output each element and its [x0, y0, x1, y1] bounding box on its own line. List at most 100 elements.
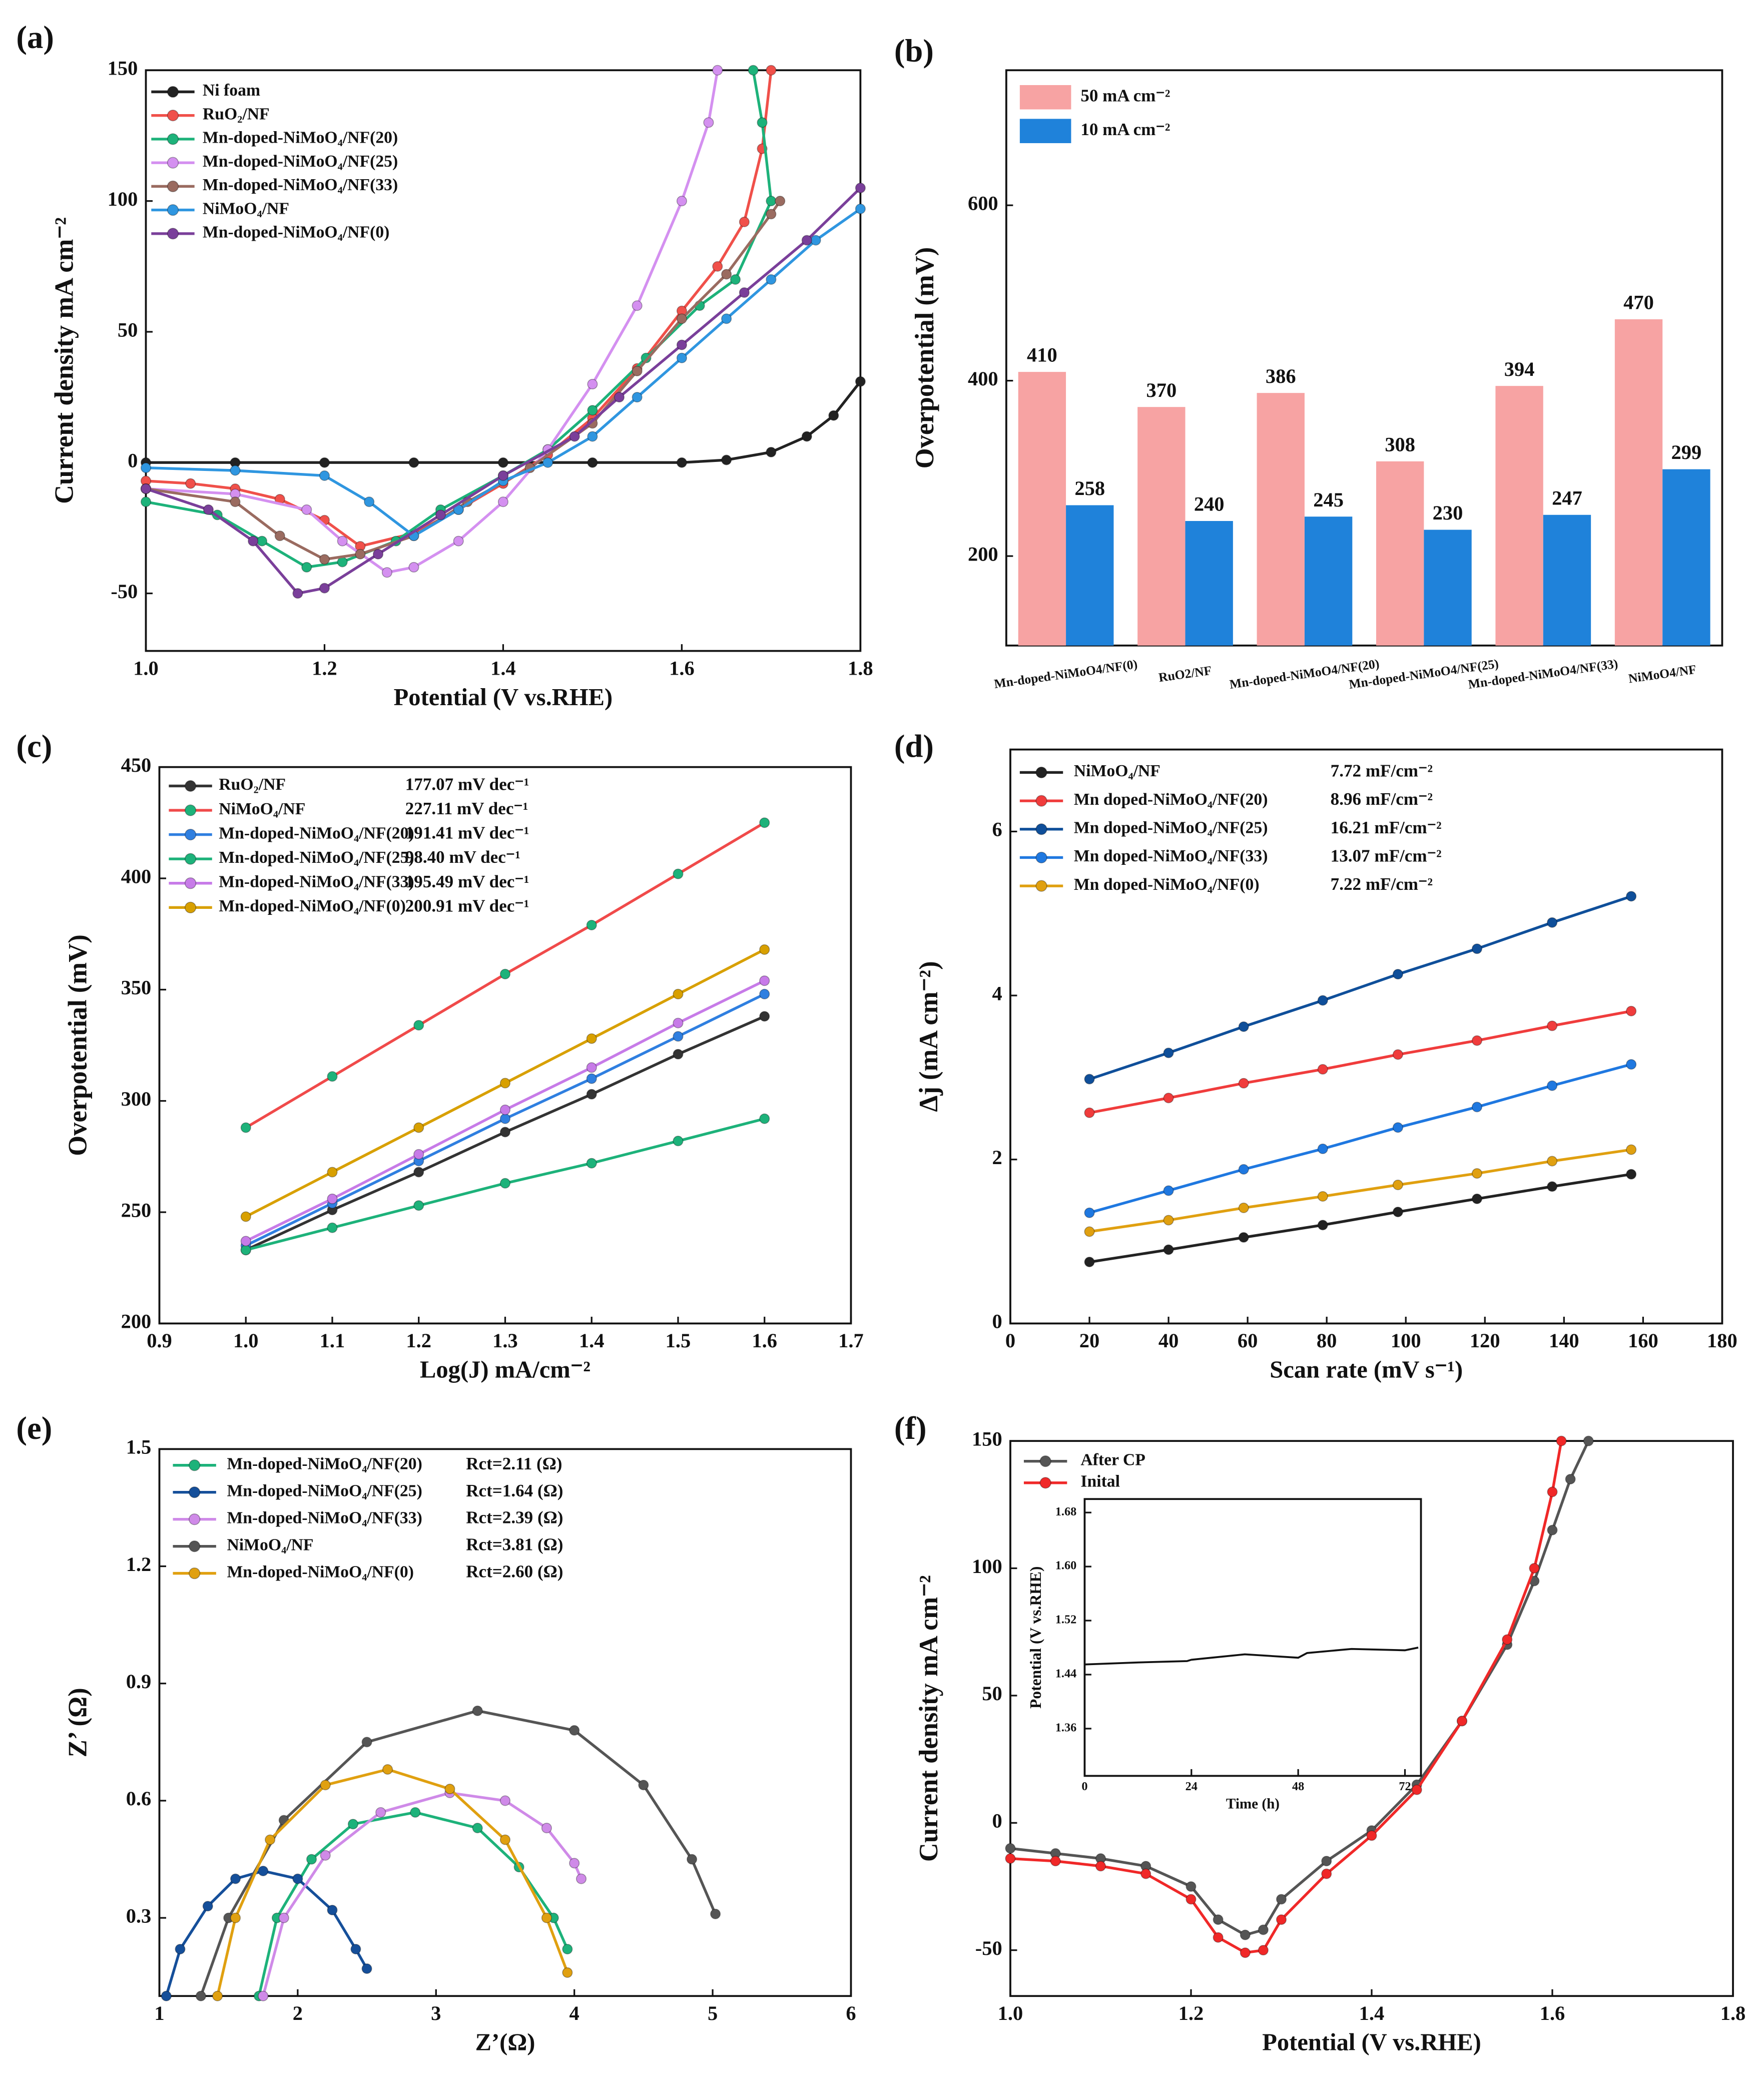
- y-axis-label: Z’ (Ω): [64, 1688, 93, 1757]
- x-tick-label: 24: [1186, 1780, 1198, 1793]
- data-point: [676, 196, 687, 207]
- data-point: [408, 562, 419, 573]
- data-point: [673, 1031, 684, 1042]
- data-point: [587, 457, 598, 468]
- legend-marker: [184, 780, 197, 792]
- legend-marker: [167, 228, 179, 240]
- legend-label: Mn-doped-NiMoO₄/NF(20): [203, 129, 398, 147]
- panel-label: (f): [894, 1410, 927, 1446]
- series-line: [1089, 1009, 1632, 1115]
- data-point: [1502, 1634, 1513, 1645]
- data-point: [497, 457, 508, 468]
- x-tick-label: 1.4: [579, 1329, 605, 1352]
- data-point: [240, 1122, 251, 1133]
- legend-label: Ni foam: [203, 81, 260, 100]
- y-tick-label: 350: [121, 976, 152, 999]
- y-tick-label: 50: [982, 1682, 1002, 1705]
- data-point: [855, 182, 866, 194]
- legend-note: 16.21 mF/cm⁻²: [1331, 818, 1442, 837]
- plot-frame: [145, 69, 862, 652]
- data-point: [1238, 1078, 1249, 1089]
- legend-label: Mn-doped-NiMoO₄/NF(25): [203, 152, 398, 171]
- legend-marker: [1035, 766, 1047, 779]
- series-line: [1089, 1148, 1632, 1233]
- x-tick-label: 1.8: [848, 657, 873, 679]
- legend-label: Mn doped-NiMoO₄/NF(0): [1074, 875, 1260, 894]
- panel-label: (d): [894, 728, 934, 764]
- data-point: [257, 536, 268, 547]
- x-tick-label: 4: [569, 2002, 579, 2024]
- data-point: [632, 300, 643, 311]
- data-point: [1240, 1947, 1251, 1958]
- bar-value-label: 240: [1194, 493, 1225, 515]
- data-point: [306, 1854, 317, 1865]
- data-point: [1163, 1244, 1174, 1255]
- data-point: [632, 365, 643, 376]
- x-tick-label: 20: [1079, 1329, 1099, 1352]
- data-point: [320, 1850, 331, 1861]
- data-point: [175, 1944, 186, 1955]
- data-point: [1084, 1257, 1095, 1268]
- x-tick-label: 0.9: [147, 1329, 172, 1352]
- data-point: [240, 1211, 251, 1222]
- data-point: [739, 287, 750, 298]
- y-tick-label: -50: [111, 580, 138, 603]
- x-tick-label: 160: [1628, 1329, 1658, 1352]
- data-point: [1392, 968, 1403, 980]
- data-point: [1276, 1914, 1287, 1925]
- data-point: [1005, 1853, 1016, 1864]
- data-point: [1547, 1080, 1558, 1091]
- bar-value-label: 299: [1671, 441, 1702, 463]
- y-tick-label: 300: [121, 1088, 152, 1110]
- bar-value-label: 386: [1266, 365, 1296, 387]
- data-point: [586, 1062, 597, 1073]
- data-point: [587, 405, 598, 416]
- y-tick-label: 4: [992, 982, 1002, 1004]
- data-point: [373, 549, 384, 560]
- data-point: [1626, 1144, 1637, 1155]
- x-tick-label: 1.5: [666, 1329, 691, 1352]
- plot-frame: [158, 1448, 852, 1997]
- data-point: [712, 261, 723, 272]
- bar: [1066, 505, 1114, 646]
- data-point: [1547, 1524, 1558, 1535]
- y-tick-label: 1.2: [126, 1553, 152, 1576]
- data-point: [1163, 1047, 1174, 1059]
- legend-note: 227.11 mV dec⁻¹: [405, 799, 528, 818]
- data-point: [1547, 1156, 1558, 1167]
- data-point: [347, 1819, 358, 1830]
- legend-marker: [167, 157, 179, 169]
- legend-label: 50 mA cm⁻²: [1080, 86, 1170, 105]
- y-axis-label: Potential (V vs.RHE): [1027, 1566, 1044, 1709]
- data-point: [810, 235, 821, 246]
- legend-marker: [1035, 823, 1047, 835]
- y-tick-label: -50: [975, 1937, 1002, 1959]
- x-tick-label: 1.8: [1720, 2002, 1746, 2024]
- data-point: [687, 1854, 698, 1865]
- data-point: [1186, 1881, 1197, 1892]
- y-tick-label: 100: [108, 188, 138, 210]
- data-point: [757, 117, 768, 128]
- data-point: [472, 1705, 483, 1716]
- data-point: [1565, 1473, 1576, 1485]
- data-point: [1095, 1861, 1106, 1872]
- data-point: [1583, 1435, 1594, 1446]
- data-point: [721, 313, 732, 324]
- x-tick-label: RuO2/NF: [1157, 663, 1213, 685]
- x-tick-label: 1.6: [669, 657, 695, 679]
- data-point: [258, 1865, 269, 1876]
- x-tick-label: 1.6: [1540, 2002, 1565, 2024]
- legend-note: 13.07 mF/cm⁻²: [1331, 846, 1442, 866]
- data-point: [1321, 1856, 1332, 1867]
- legend-label: Mn-doped-NiMoO₄/NF(0): [227, 1562, 414, 1581]
- data-point: [1213, 1914, 1224, 1925]
- data-point: [766, 196, 777, 207]
- legend-note: 200.91 mV dec⁻¹: [405, 896, 529, 915]
- legend-label: After CP: [1080, 1450, 1145, 1469]
- data-point: [586, 1073, 597, 1084]
- data-point: [382, 1764, 393, 1775]
- data-point: [673, 988, 684, 999]
- data-point: [203, 504, 214, 515]
- legend-marker: [189, 1486, 201, 1498]
- data-point: [1317, 1064, 1328, 1075]
